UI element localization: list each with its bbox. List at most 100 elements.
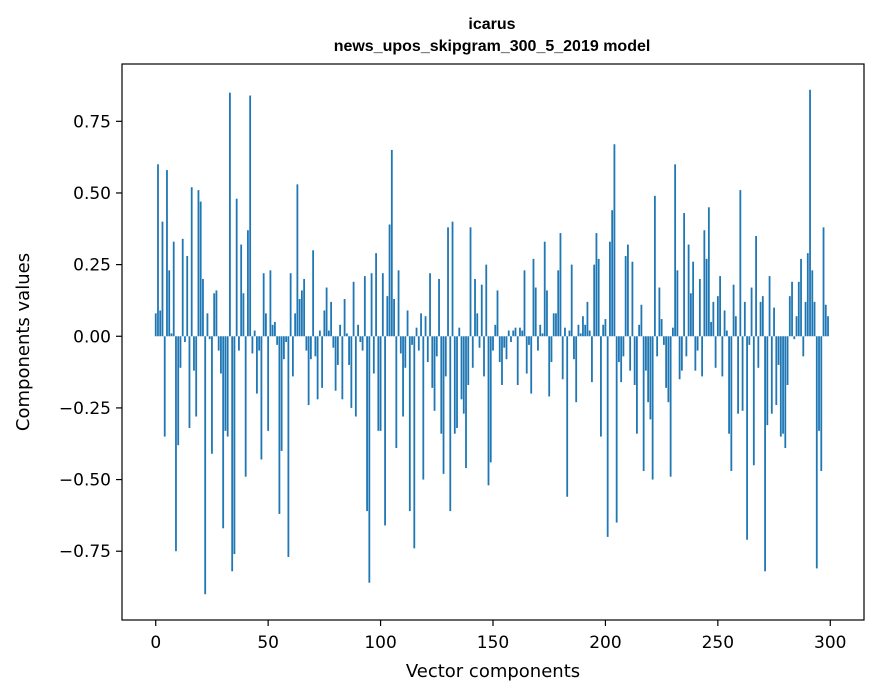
bar bbox=[413, 336, 416, 549]
bar bbox=[217, 336, 220, 351]
bar bbox=[424, 316, 427, 337]
x-tick-label: 50 bbox=[257, 633, 279, 653]
bar bbox=[653, 195, 656, 337]
bar bbox=[788, 296, 791, 337]
bar bbox=[714, 336, 717, 368]
bar bbox=[404, 336, 407, 368]
bar bbox=[496, 290, 499, 337]
bar bbox=[480, 284, 483, 337]
bar bbox=[757, 336, 760, 368]
bar bbox=[204, 336, 207, 595]
bar bbox=[258, 336, 261, 351]
bar bbox=[698, 278, 701, 337]
x-tick-label: 150 bbox=[477, 633, 509, 653]
bar bbox=[827, 316, 829, 337]
bar bbox=[253, 330, 256, 337]
bar bbox=[469, 227, 472, 337]
bar bbox=[800, 258, 802, 337]
bar bbox=[370, 273, 373, 337]
bar bbox=[548, 336, 551, 397]
bar bbox=[181, 238, 184, 337]
bar bbox=[240, 244, 243, 337]
bar bbox=[662, 336, 665, 345]
bar bbox=[503, 336, 506, 348]
y-tick-label: 0.50 bbox=[73, 184, 111, 204]
bar bbox=[157, 164, 159, 337]
y-tick-label: 0.75 bbox=[73, 112, 111, 132]
bar bbox=[397, 270, 400, 337]
bar bbox=[375, 253, 377, 337]
bar bbox=[435, 336, 438, 357]
bar bbox=[739, 190, 742, 337]
bar bbox=[399, 336, 402, 354]
bar bbox=[651, 336, 654, 480]
bar bbox=[159, 310, 162, 337]
bar bbox=[775, 336, 778, 406]
bar bbox=[636, 336, 638, 434]
bar bbox=[244, 336, 247, 477]
bar bbox=[377, 336, 380, 431]
bar bbox=[226, 336, 229, 437]
bar bbox=[298, 299, 301, 337]
bar bbox=[818, 336, 820, 431]
bar bbox=[458, 327, 461, 337]
bar bbox=[381, 273, 384, 337]
bar bbox=[600, 336, 602, 437]
bar bbox=[462, 336, 465, 414]
bar bbox=[379, 336, 382, 431]
bar bbox=[773, 307, 775, 337]
bar bbox=[442, 336, 445, 474]
bar bbox=[278, 336, 281, 514]
bar bbox=[265, 313, 267, 337]
bar bbox=[465, 336, 467, 469]
bar bbox=[764, 336, 766, 572]
bar bbox=[777, 336, 780, 365]
bar bbox=[206, 313, 209, 337]
bar bbox=[728, 336, 730, 434]
bar bbox=[287, 336, 290, 557]
bar bbox=[339, 324, 341, 337]
bar bbox=[330, 301, 333, 337]
bar bbox=[211, 336, 213, 454]
bar bbox=[199, 201, 202, 337]
bar bbox=[168, 270, 171, 337]
bar bbox=[615, 336, 618, 523]
bar bbox=[325, 287, 328, 337]
bar bbox=[341, 336, 344, 400]
bar bbox=[683, 213, 686, 337]
bar bbox=[797, 281, 800, 337]
bar bbox=[429, 273, 431, 337]
bar bbox=[487, 336, 490, 486]
bar bbox=[546, 290, 548, 337]
y-tick-label: −0.50 bbox=[59, 471, 111, 491]
plot-frame bbox=[121, 63, 865, 621]
x-axis-label: Vector components bbox=[406, 661, 580, 682]
bar bbox=[312, 250, 315, 337]
bar bbox=[345, 333, 348, 337]
bar bbox=[417, 336, 420, 351]
bar bbox=[388, 224, 391, 337]
bar bbox=[321, 336, 324, 388]
bar bbox=[712, 301, 715, 337]
bar bbox=[791, 281, 793, 337]
bar bbox=[507, 330, 510, 337]
bar bbox=[453, 336, 456, 434]
bar bbox=[161, 221, 164, 337]
bar bbox=[779, 336, 782, 437]
bar bbox=[710, 321, 712, 337]
bar bbox=[609, 241, 611, 337]
y-tick-label: −0.75 bbox=[59, 542, 111, 562]
bar bbox=[761, 296, 764, 337]
bar bbox=[703, 230, 706, 337]
bar bbox=[685, 336, 688, 357]
bar bbox=[285, 336, 288, 342]
y-tick-label: −0.25 bbox=[59, 399, 111, 419]
bar bbox=[289, 273, 292, 337]
bar bbox=[671, 327, 674, 337]
bar bbox=[323, 310, 326, 337]
bar bbox=[597, 258, 600, 337]
bar bbox=[591, 336, 593, 383]
bar bbox=[327, 330, 330, 337]
bar bbox=[629, 336, 632, 371]
bar bbox=[732, 284, 735, 337]
